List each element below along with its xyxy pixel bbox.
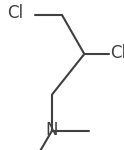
- Text: Cl: Cl: [7, 4, 24, 22]
- Text: Cl: Cl: [110, 44, 124, 62]
- Text: N: N: [46, 121, 58, 139]
